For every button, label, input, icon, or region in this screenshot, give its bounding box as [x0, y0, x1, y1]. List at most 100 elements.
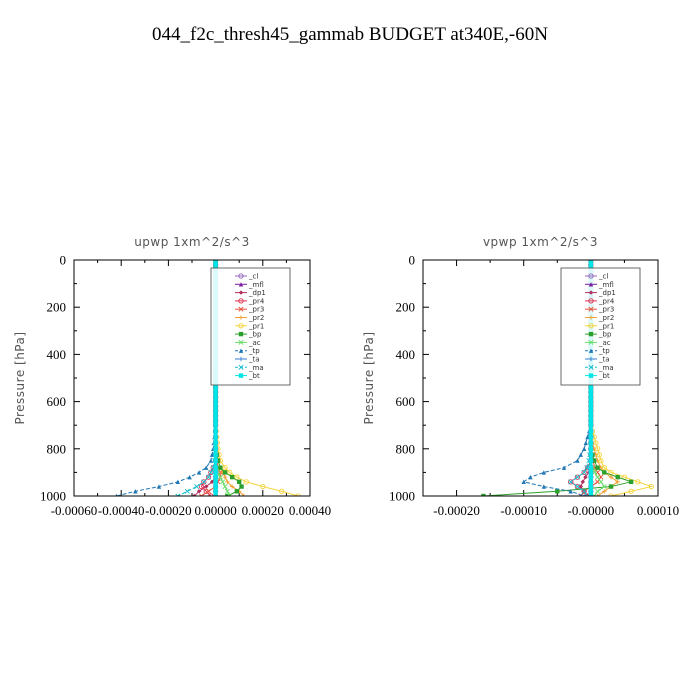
data-point-tp — [528, 474, 533, 480]
data-point-pr2 — [595, 493, 600, 496]
data-point-pr2 — [229, 484, 235, 489]
data-point-tp — [583, 440, 589, 446]
data-point-bt — [588, 452, 594, 457]
data-point-pr1 — [593, 440, 599, 446]
data-point-pr1 — [601, 465, 607, 471]
legend-marker-cl — [588, 273, 594, 279]
data-point-pr2 — [615, 479, 620, 485]
data-point-bt — [588, 262, 594, 267]
x-tick-label: -0.00000 — [568, 503, 615, 518]
data-point-bt — [588, 458, 594, 463]
data-point-pr1 — [635, 479, 641, 485]
data-point-bt — [213, 484, 218, 489]
legend-marker-mfl — [588, 282, 594, 287]
data-point-ma — [584, 465, 590, 471]
data-point-bt — [588, 385, 594, 390]
legend-marker-pr3 — [588, 306, 594, 312]
data-point-bp — [595, 465, 600, 470]
data-point-ma — [574, 474, 580, 480]
x-tick-label: 0.00010 — [637, 503, 679, 518]
data-point-bt — [213, 404, 218, 409]
plot-frame — [73, 259, 311, 497]
data-point-tp — [521, 479, 526, 485]
legend-label-cl: _cl — [248, 273, 258, 281]
data-point-bt — [213, 470, 218, 475]
legend-marker-ma — [238, 364, 244, 370]
data-point-dp1 — [578, 484, 583, 489]
data-point-pr1 — [227, 469, 233, 476]
y-axis-label: Pressure [hPa] — [13, 331, 27, 424]
data-point-bp — [239, 484, 244, 489]
data-point-bp — [237, 479, 242, 485]
data-point-tp — [203, 465, 209, 470]
data-point-tp — [583, 493, 586, 496]
legend-label-dp1: _dp1 — [598, 289, 616, 297]
data-point-bt — [588, 470, 594, 475]
data-point-dp1 — [203, 484, 209, 489]
data-point-pr1 — [648, 483, 654, 490]
data-point-bp — [592, 458, 597, 463]
data-point-bt — [213, 423, 218, 428]
data-point-ac — [595, 488, 601, 494]
data-point-bt — [588, 428, 594, 434]
legend-marker-pr1 — [238, 323, 244, 329]
legend-label-ta: _ta — [248, 356, 260, 364]
data-point-ac — [217, 474, 223, 480]
data-point-ma — [208, 469, 214, 475]
data-point-pr2 — [225, 479, 230, 485]
data-point-pr2 — [602, 489, 607, 494]
legend-label-ma: _ma — [248, 364, 264, 372]
data-point-tp — [115, 493, 118, 496]
x-tick-label: -0.00040 — [98, 503, 145, 518]
legend-marker-bt — [588, 373, 594, 378]
legend-marker-ta — [238, 356, 244, 362]
x-tick-label: 0.00000 — [194, 503, 236, 518]
data-point-ac — [224, 488, 230, 494]
data-point-bp — [225, 493, 230, 496]
data-point-bt — [213, 446, 218, 451]
data-point-bt — [213, 385, 218, 390]
data-point-bt — [213, 262, 218, 267]
data-point-pr1 — [260, 483, 266, 490]
data-point-pr4 — [581, 469, 587, 476]
y-tick-label: 200 — [396, 300, 416, 315]
data-point-tp — [561, 465, 567, 470]
legend-marker-ac — [588, 339, 594, 345]
y-tick-label: 0 — [60, 253, 67, 268]
plot-frame — [422, 259, 659, 497]
data-point-bt — [588, 418, 594, 423]
data-point-ac — [220, 479, 226, 485]
legend-marker-bt — [238, 373, 244, 378]
legend-label-pr2: _pr2 — [248, 314, 264, 322]
panel-title: upwp 1xm^2/s^3 — [134, 235, 250, 249]
data-point-bp — [234, 489, 240, 494]
data-point-ma — [201, 479, 207, 485]
data-point-bt — [213, 489, 218, 494]
data-point-bt — [213, 434, 218, 440]
data-point-pr1 — [234, 474, 240, 480]
data-point-pr3 — [206, 488, 212, 494]
data-point-tp — [156, 484, 162, 489]
y-tick-label: 400 — [47, 347, 67, 362]
legend-label-ac: _ac — [598, 339, 611, 347]
y-tick-label: 800 — [47, 441, 67, 456]
y-tick-label: 1000 — [40, 489, 66, 504]
data-point-ac — [601, 484, 607, 490]
data-point-ma — [194, 484, 200, 490]
legend-box — [210, 267, 291, 386]
legend-marker-bp — [588, 331, 594, 337]
data-point-bt — [588, 423, 594, 428]
y-tick-label: 600 — [47, 394, 67, 409]
data-point-pr3 — [198, 493, 204, 496]
data-point-ma — [581, 488, 587, 494]
legend-label-mfl: _mfl — [248, 281, 264, 289]
legend-marker-dp1 — [238, 290, 244, 295]
data-point-tp — [208, 458, 214, 463]
data-point-tp — [578, 452, 583, 457]
legend-label-cl: _cl — [598, 273, 608, 281]
data-point-bt — [213, 440, 218, 446]
data-point-bt — [213, 452, 218, 457]
data-point-tp — [541, 470, 547, 475]
data-point-dp1 — [192, 493, 197, 496]
